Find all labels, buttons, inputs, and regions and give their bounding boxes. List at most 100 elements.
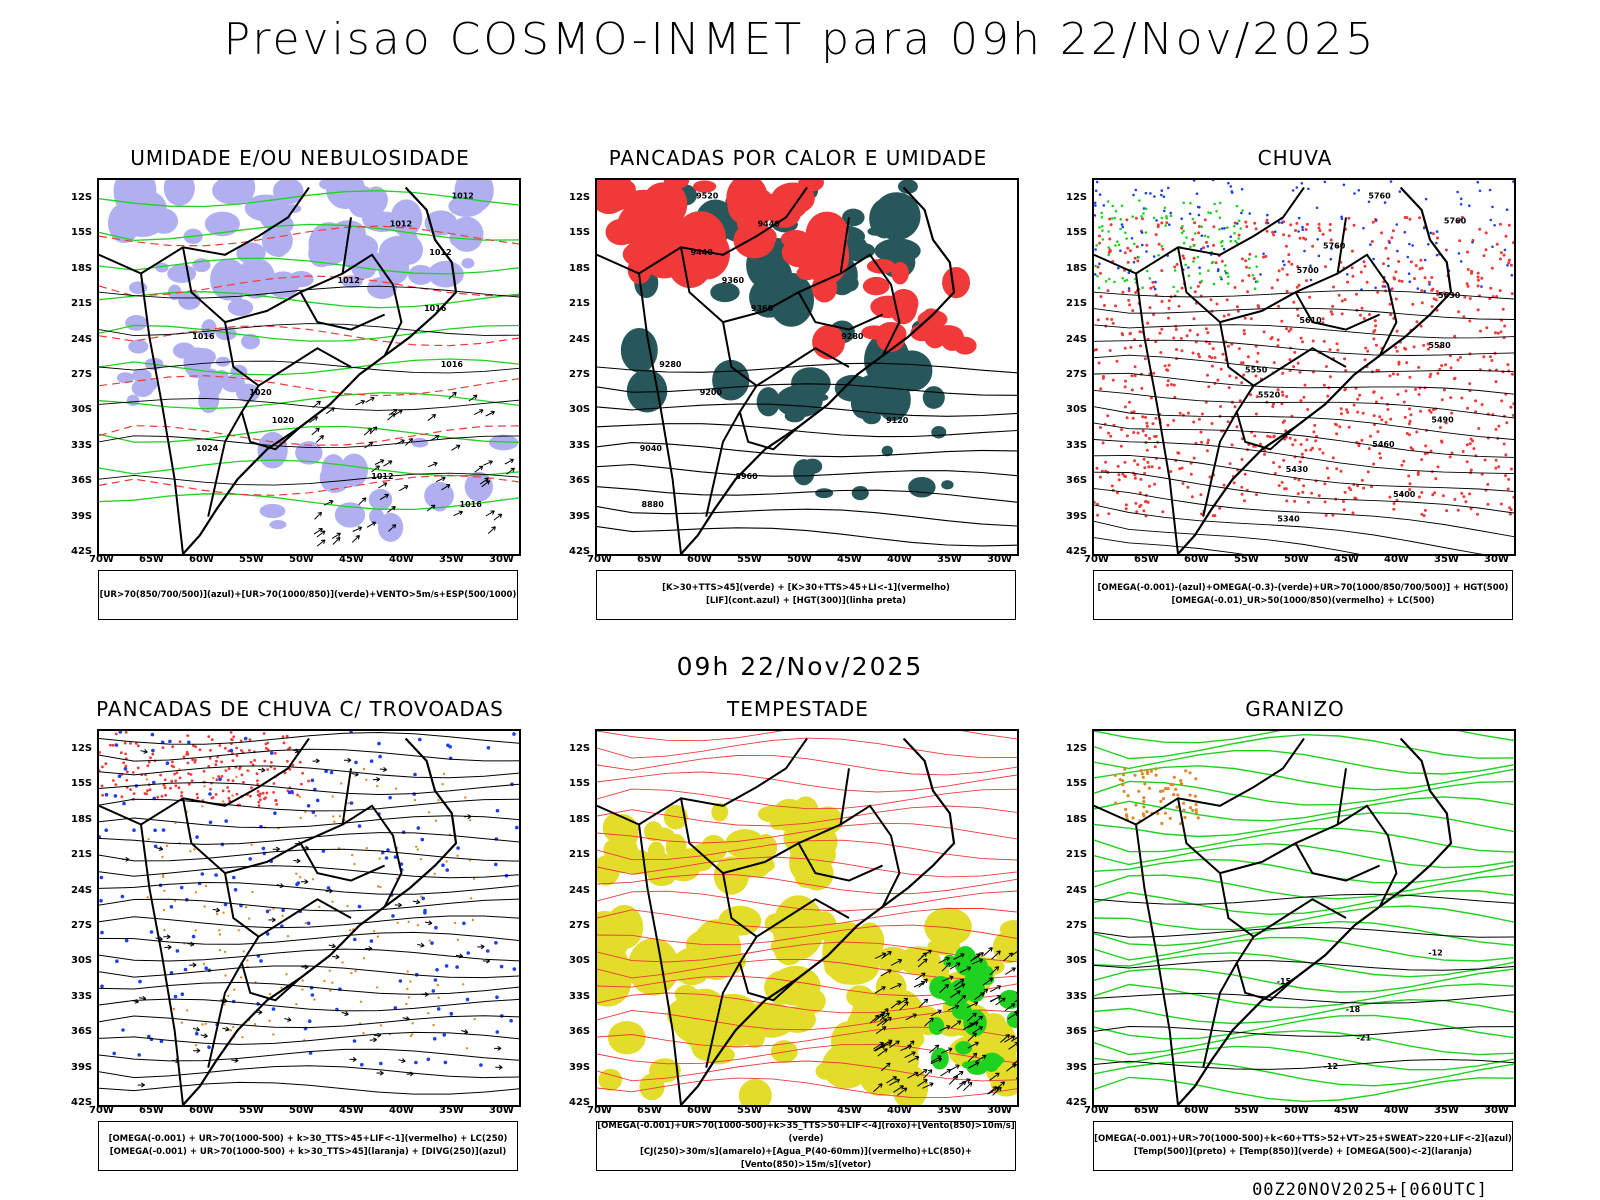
rain-dot-red	[1482, 254, 1486, 258]
rain-dot-red	[1160, 269, 1164, 273]
rain-dot-red	[1181, 254, 1185, 258]
temperature-850-contour	[1094, 827, 1514, 853]
rain-dot-red	[1186, 485, 1190, 489]
country-border	[797, 842, 884, 882]
rain-dot-blue	[1510, 273, 1514, 277]
latitude-label: 36S	[1066, 1026, 1088, 1038]
rain-dot-red	[1400, 463, 1404, 467]
rain-dot-red	[1415, 430, 1419, 434]
storm-dot-orange	[194, 891, 197, 894]
wind-vector	[922, 1082, 934, 1089]
divergence-dot-blue	[499, 964, 504, 969]
rain-dot-red	[1400, 492, 1404, 496]
rain-dot-red	[1302, 395, 1306, 399]
wind-vector	[369, 1037, 377, 1043]
storm-dot-red	[161, 746, 165, 749]
divergence-dot-blue	[195, 835, 199, 839]
rain-dot-red	[1297, 283, 1301, 287]
divergence-dot-blue	[310, 778, 315, 783]
humidity-area-blue	[227, 299, 254, 317]
wind-vector	[967, 1041, 979, 1049]
rain-dot-red	[1216, 378, 1220, 382]
wind-vector	[982, 977, 994, 986]
rain-dot-red	[1472, 447, 1476, 451]
precipitable-water-contour	[597, 1060, 1017, 1082]
latitude-label: 18S	[1066, 262, 1088, 274]
rain-dot-red	[1486, 502, 1490, 506]
rain-dot-red	[1375, 400, 1378, 404]
storm-dot-orange	[163, 889, 166, 892]
rain-dot-green	[1160, 244, 1164, 248]
rain-dot-blue	[1295, 186, 1299, 189]
storm-dot-orange	[340, 782, 343, 785]
latitude-label: 42S	[71, 546, 93, 557]
rain-dot-blue	[1459, 260, 1463, 263]
wind-vector	[351, 535, 360, 543]
longitude-label: 60W	[687, 554, 712, 565]
rain-dot-blue	[1098, 262, 1101, 266]
latitude-label: 18S	[71, 262, 93, 274]
rain-dot-red	[1234, 376, 1238, 380]
rain-dot-red	[1419, 409, 1423, 413]
divergence-dot-blue	[432, 1037, 437, 1041]
omega-dot-orange	[1156, 812, 1160, 816]
divergence-dot-blue	[391, 914, 395, 918]
rain-dot-blue	[1168, 223, 1171, 226]
rain-dot-red	[1280, 390, 1284, 394]
longitude-label: 50W	[1284, 1105, 1309, 1116]
rain-dot-red	[1134, 291, 1138, 294]
humidity-area-blue	[273, 215, 294, 234]
rain-dot-red	[1392, 507, 1396, 511]
rain-dot-red	[1153, 445, 1157, 449]
rain-dot-red	[1126, 260, 1130, 264]
rain-dot-red	[1408, 482, 1412, 486]
wind-vector	[1005, 967, 1016, 975]
wind-vector	[1010, 1037, 1017, 1042]
rain-dot-red	[1505, 421, 1509, 425]
rain-dot-red	[1256, 304, 1260, 308]
rain-dot-red	[1273, 472, 1277, 475]
temperature-500-contour	[1094, 893, 1514, 905]
rain-dot-red	[1132, 431, 1136, 434]
legend-line-1: [K>30+TTS>45](verde) + [K>30+TTS>45+LI<-…	[662, 583, 950, 593]
precipitable-water-contour	[597, 924, 1017, 946]
rain-dot-red	[1133, 256, 1137, 260]
storm-dot-red	[186, 734, 190, 737]
contour-label: 9280	[841, 332, 864, 341]
rain-dot-red	[1500, 399, 1504, 403]
wind-vector	[435, 476, 446, 483]
rain-dot-red	[1189, 472, 1193, 476]
rain-dot-red	[1108, 237, 1112, 241]
divergence-dot-blue	[100, 930, 104, 935]
divergence-dot-blue	[165, 761, 170, 765]
rain-dot-red	[1185, 334, 1189, 338]
storm-dot-orange	[298, 795, 301, 798]
country-border	[1219, 872, 1347, 938]
storm-dot-orange	[456, 854, 459, 857]
rain-dot-red	[1128, 400, 1131, 404]
rain-dot-red	[1163, 364, 1167, 368]
wind-vector	[974, 992, 985, 1001]
rain-dot-red	[1241, 361, 1245, 365]
omega-dot-orange	[1194, 808, 1198, 812]
storm-dot-orange	[286, 935, 290, 938]
rain-dot-red	[1440, 440, 1444, 444]
divergence-dot-blue	[486, 949, 490, 953]
rain-dot-red	[1107, 431, 1111, 435]
storm-dot-orange	[145, 778, 149, 781]
wind-vector	[374, 459, 385, 465]
rain-dot-red	[1177, 304, 1181, 308]
omega-dot-orange	[1166, 787, 1170, 791]
rain-dot-red	[1502, 253, 1506, 257]
rain-dot-red	[1198, 355, 1201, 359]
precipitable-water-contour	[597, 873, 1017, 895]
storm-dot-red	[174, 779, 178, 783]
rain-dot-red	[1512, 402, 1514, 406]
contour-label: 1012	[429, 248, 451, 257]
storm-dot-orange	[436, 983, 439, 987]
rain-dot-red	[1125, 218, 1129, 222]
rain-dot-red	[1331, 304, 1335, 308]
rain-dot-red	[1380, 231, 1384, 235]
latitude-label: 21S	[71, 298, 93, 310]
humidity-area-blue	[331, 465, 350, 483]
